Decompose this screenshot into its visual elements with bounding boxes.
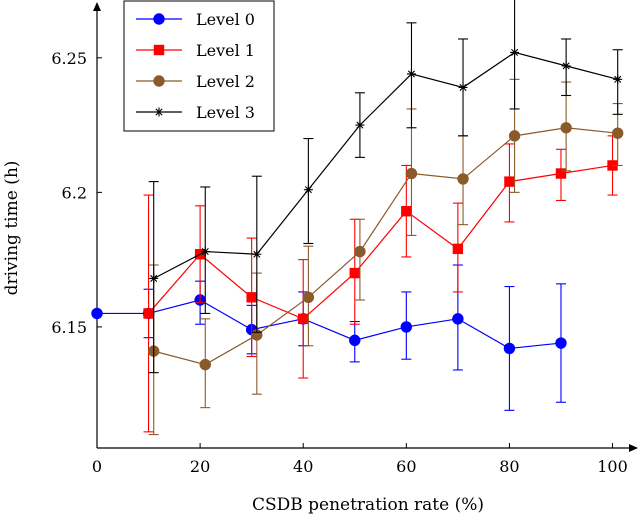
data-point	[400, 321, 413, 333]
data-point	[504, 176, 515, 187]
legend-label: Level 1	[196, 41, 255, 60]
legend-entry: Level 2	[136, 72, 255, 91]
legend-entry: Level 0	[136, 10, 255, 29]
x-tick-label: 40	[293, 457, 313, 476]
series-line	[148, 164, 613, 320]
series-line	[153, 127, 618, 366]
data-point	[560, 122, 572, 134]
data-point	[555, 168, 567, 179]
x-tick-label: 0	[92, 457, 102, 476]
data-point	[611, 127, 624, 139]
legend-marker	[153, 13, 165, 25]
data-point	[200, 247, 210, 257]
x-tick-label: 80	[499, 457, 519, 476]
data-point	[510, 47, 520, 57]
series-level-3	[148, 0, 623, 374]
legend-label: Level 3	[196, 103, 255, 122]
data-point	[298, 313, 309, 325]
data-point	[508, 130, 521, 142]
y-axis-label: driving time (h)	[2, 161, 22, 296]
data-point	[406, 69, 416, 79]
data-point	[503, 342, 516, 355]
data-point	[199, 358, 211, 371]
data-point	[452, 313, 464, 325]
series-line	[97, 299, 562, 350]
data-point	[555, 337, 567, 349]
y-axis-arrow	[93, 2, 101, 11]
y-tick-label: 6.15	[51, 318, 87, 337]
data-point	[355, 120, 365, 130]
data-point	[458, 82, 468, 92]
y-tick-label: 6.2	[62, 183, 87, 202]
legend-label: Level 2	[196, 72, 255, 91]
axes: 0 20 40 60 80 100 6.15 6.2 6.25	[51, 2, 638, 476]
data-point	[354, 245, 366, 258]
series-level-1	[143, 135, 618, 433]
y-tick-label: 6.25	[51, 49, 87, 68]
data-point	[452, 243, 464, 255]
data-point	[349, 334, 361, 347]
data-point	[149, 273, 159, 283]
legend: Level 0 Level 1 Level 2 Level 3	[123, 0, 275, 132]
legend-label: Level 0	[196, 10, 255, 29]
legend-entry: Level 1	[136, 41, 255, 60]
data-point	[143, 308, 154, 319]
data-point	[91, 307, 103, 320]
x-axis-label: CSDB penetration rate (%)	[252, 495, 484, 515]
data-point	[252, 249, 262, 259]
data-point	[457, 173, 469, 185]
data-point	[561, 61, 571, 71]
legend-marker	[153, 75, 165, 87]
series-layer	[91, 0, 624, 436]
x-axis-arrow	[629, 444, 638, 452]
x-tick-label: 20	[190, 457, 210, 476]
series-line	[153, 51, 618, 280]
legend-entry: Level 3	[136, 103, 255, 122]
series-level-0	[91, 264, 567, 411]
x-tick-label: 60	[396, 457, 416, 476]
data-point	[405, 167, 418, 180]
data-point	[302, 291, 315, 304]
legend-marker	[153, 44, 165, 56]
data-point	[246, 292, 257, 303]
data-point	[303, 185, 313, 195]
legend-box	[123, 0, 275, 132]
x-tick-label: 100	[597, 457, 628, 476]
data-point	[401, 206, 412, 217]
data-point	[607, 160, 618, 171]
series-level-2	[148, 78, 624, 436]
data-point	[349, 267, 360, 279]
legend-marker	[154, 107, 164, 117]
data-point	[613, 74, 623, 84]
